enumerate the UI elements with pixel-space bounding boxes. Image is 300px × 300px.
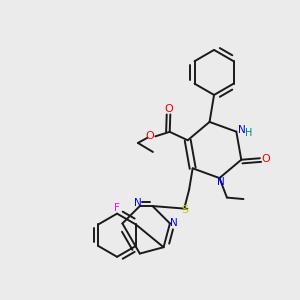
Text: N: N [238, 125, 246, 135]
Text: F: F [114, 202, 120, 213]
Text: N: N [134, 198, 141, 208]
Text: N: N [170, 218, 177, 228]
Text: N: N [217, 177, 225, 187]
Text: O: O [261, 154, 270, 164]
Text: O: O [146, 131, 154, 141]
Text: S: S [181, 205, 188, 215]
Text: H: H [244, 128, 252, 138]
Text: O: O [164, 104, 173, 114]
